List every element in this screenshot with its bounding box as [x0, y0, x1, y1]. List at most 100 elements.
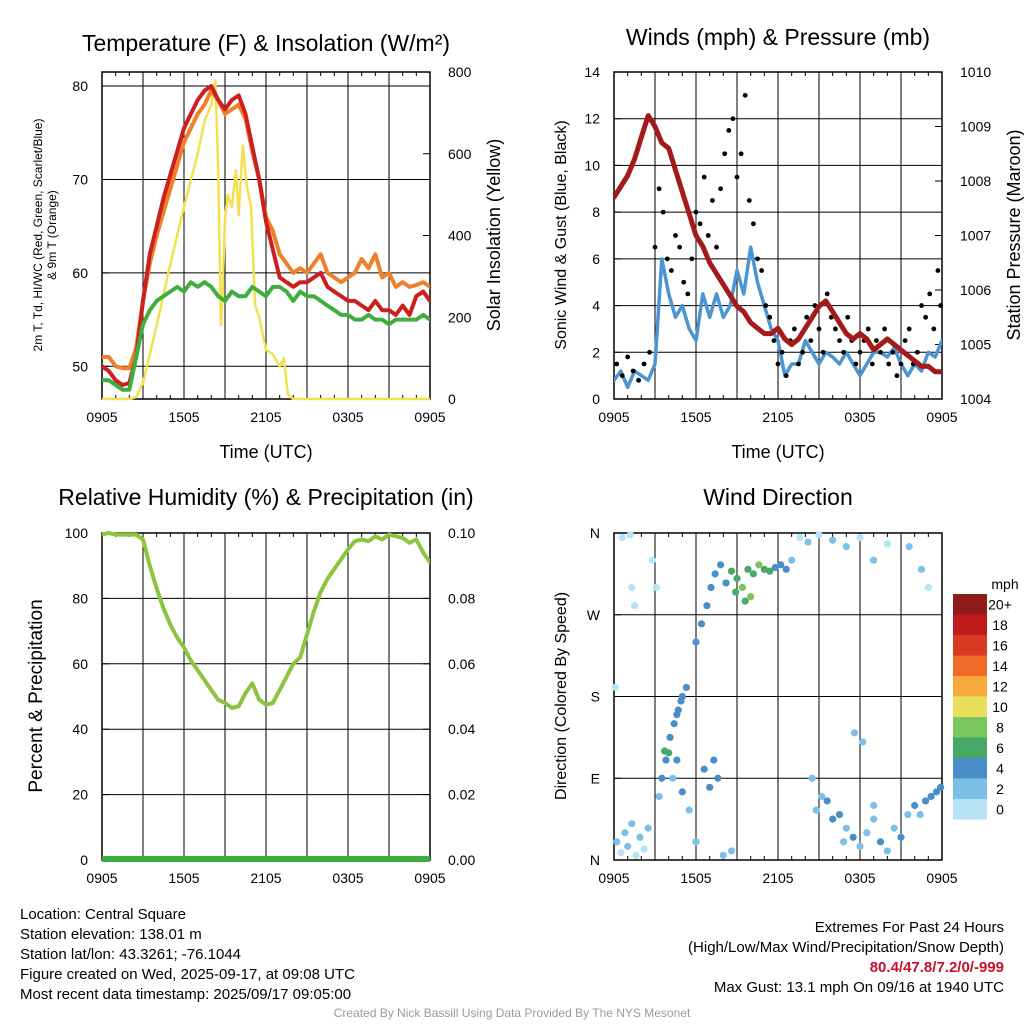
- wind-gust-point: [775, 361, 781, 367]
- wind-ylabel-left: Sonic Wind & Gust (Blue, Black): [553, 120, 570, 349]
- direction-point: [624, 842, 632, 850]
- recent-data-timestamp: Most recent data timestamp: 2025/09/17 0…: [20, 986, 352, 1003]
- speed-legend-label: 10: [992, 699, 1008, 715]
- wind-gust-point: [714, 244, 719, 250]
- wind-ytick-right-label: 1007: [960, 228, 991, 244]
- wind-gust-point: [669, 268, 674, 273]
- figure-created: Figure created on Wed, 2025-09-17, at 09…: [20, 966, 355, 983]
- wind-gust-point: [869, 361, 875, 367]
- temperature-ytick-right-label: 600: [448, 146, 472, 162]
- direction-point: [760, 565, 768, 573]
- wind-gust-point: [652, 244, 658, 250]
- wind-ytick-right-label: 1008: [960, 173, 991, 189]
- wind-gust-point: [804, 314, 810, 320]
- temperature-xtick-label: 0905: [86, 409, 117, 425]
- temperature-ytick-label: 60: [72, 265, 88, 281]
- direction-point: [617, 849, 625, 857]
- direction-point: [670, 720, 678, 728]
- direction-point: [876, 838, 885, 846]
- wind-gust-point: [808, 338, 814, 344]
- wind-gust-point: [824, 291, 830, 297]
- wind-gust-point: [751, 221, 756, 227]
- direction-point: [771, 563, 779, 572]
- direction-point: [890, 824, 898, 832]
- wind-gust-point: [759, 268, 764, 273]
- direction-point: [648, 556, 656, 564]
- wind-gust-point: [697, 221, 703, 227]
- direction-point: [916, 810, 924, 819]
- direction-point: [697, 620, 706, 628]
- direction-point: [707, 583, 715, 592]
- direction-point: [618, 533, 626, 542]
- wind-gust-point: [919, 303, 924, 308]
- direction-point: [856, 842, 864, 850]
- wind-gust-point: [763, 303, 769, 308]
- wind-gust-point: [689, 256, 695, 262]
- wind-gust-point: [865, 326, 871, 332]
- speed-legend-label: 18: [992, 617, 1008, 633]
- direction-point: [850, 729, 859, 737]
- wind-gust-point: [783, 373, 789, 379]
- direction-point: [859, 738, 867, 746]
- extremes-legend: (High/Low/Max Wind/Precipitation/Snow De…: [688, 939, 1004, 956]
- direction-point: [905, 543, 913, 551]
- direction-point: [703, 602, 711, 610]
- temperature-ytick-right-label: 0: [448, 391, 456, 407]
- temperature-title: Temperature (F) & Insolation (W/m²): [82, 30, 450, 56]
- wind-gust-point: [915, 349, 920, 355]
- station-elevation: Station elevation: 138.01 m: [20, 926, 202, 943]
- speed-legend-label: 16: [992, 637, 1008, 653]
- humidity-xtick-label: 0905: [86, 870, 117, 886]
- direction-xtick-label: 0905: [598, 870, 629, 886]
- speed-legend-swatch: [953, 758, 987, 779]
- wind-gust-point: [693, 209, 699, 215]
- wind-ytick-right-label: 1010: [960, 64, 991, 80]
- direction-point: [644, 824, 652, 832]
- direction-xtick-label: 2105: [762, 870, 793, 886]
- wind-ytick-label: 8: [592, 204, 600, 220]
- direction-point: [652, 583, 660, 592]
- direction-point: [863, 829, 871, 837]
- direction-point: [937, 783, 945, 791]
- direction-point: [766, 567, 774, 575]
- speed-legend-swatch: [953, 799, 987, 820]
- humidity-ylabel-left: Percent & Precipitation: [26, 599, 47, 792]
- direction-point: [917, 565, 926, 573]
- direction-point: [777, 561, 785, 569]
- wind-gust-point: [673, 233, 678, 238]
- temperature-ylabel-right: Solar Insolation (Yellow): [484, 139, 504, 331]
- speed-legend-swatch: [953, 717, 987, 738]
- humidity-ytick-right-label: 0.06: [448, 656, 475, 672]
- wind-gust-point: [726, 127, 732, 133]
- station-location: Location: Central Square: [20, 906, 186, 923]
- direction-point: [613, 838, 621, 846]
- direction-point: [927, 792, 935, 801]
- humidity-ytick-label: 100: [65, 525, 89, 541]
- wind-gust-point: [722, 151, 728, 157]
- wind-gust-point: [614, 361, 620, 367]
- direction-ytick-label: E: [591, 770, 600, 786]
- humidity-plot-frame: [101, 532, 431, 861]
- speed-legend-swatch: [953, 614, 987, 635]
- direction-point: [621, 829, 629, 837]
- direction-point: [856, 533, 864, 542]
- speed-legend-label: 8: [996, 719, 1004, 735]
- speed-legend-label: 0: [996, 801, 1004, 817]
- direction-point: [692, 838, 700, 846]
- wind-gust-point: [641, 361, 647, 367]
- direction-point: [829, 536, 837, 544]
- station-latlon: Station lat/lon: 43.3261; -76.1044: [20, 946, 242, 963]
- humidity-xtick-label: 2105: [250, 870, 281, 886]
- direction-point: [823, 797, 831, 805]
- wind-gust-point: [792, 326, 797, 332]
- humidity-ytick-right-label: 0.04: [448, 721, 475, 737]
- direction-ytick-label: N: [590, 852, 600, 868]
- wind-gust-point: [701, 174, 707, 180]
- direction-point: [788, 556, 796, 564]
- direction-point: [630, 602, 639, 610]
- direction-point: [662, 756, 670, 764]
- direction-point: [636, 833, 644, 841]
- direction-point: [732, 588, 740, 596]
- direction-point: [818, 792, 826, 801]
- wind-gust-point: [800, 349, 805, 355]
